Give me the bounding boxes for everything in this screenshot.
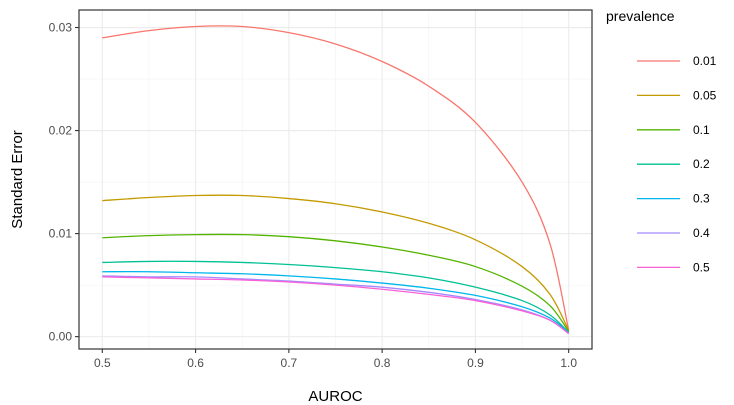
y-tick-label: 0.03 <box>49 21 73 35</box>
y-axis-title: Standard Error <box>9 130 26 228</box>
panel-border <box>78 9 593 350</box>
series-line-0.5 <box>102 276 570 335</box>
series-line-0.05 <box>102 194 570 331</box>
y-tick-label: 0.00 <box>49 330 73 344</box>
legend-title: prevalence <box>606 8 675 24</box>
y-tick-label: 0.02 <box>49 124 73 138</box>
x-tick-label: 0.6 <box>187 356 204 370</box>
legend-item: 0.5 <box>637 260 710 274</box>
x-tick-label: 0.7 <box>281 356 298 370</box>
x-tick-label: 0.5 <box>94 356 111 370</box>
legend-label: 0.05 <box>693 88 717 102</box>
legend-label: 0.1 <box>693 123 710 137</box>
grid <box>79 10 592 349</box>
legend-label: 0.4 <box>693 226 710 240</box>
legend-label: 0.3 <box>693 192 710 206</box>
series-line-0.3 <box>102 270 570 334</box>
legend-item: 0.01 <box>637 54 717 68</box>
legend-item: 0.1 <box>637 123 710 137</box>
legend-item: 0.4 <box>637 226 710 240</box>
legend-item: 0.05 <box>637 88 717 102</box>
legend-item: 0.3 <box>637 192 710 206</box>
series-line-0.01 <box>102 25 570 331</box>
series-line-0.1 <box>102 233 570 332</box>
series-line-0.4 <box>102 275 570 335</box>
series-lines <box>102 25 570 335</box>
legend-label: 0.2 <box>693 157 710 171</box>
legend-label: 0.5 <box>693 260 710 274</box>
x-tick-label: 0.9 <box>467 356 484 370</box>
x-axis-title: AUROC <box>308 388 362 405</box>
series-line-0.2 <box>102 260 570 333</box>
x-tick-label: 1.0 <box>560 356 577 370</box>
legend-item: 0.2 <box>637 157 710 171</box>
legend-label: 0.01 <box>693 54 717 68</box>
legend: 0.01 0.05 0.1 0.2 0.3 0.4 0.5 <box>637 54 717 274</box>
axes: 0.5 0.6 0.7 0.8 0.9 1.0 0.00 0.01 0.02 0.03 <box>49 21 578 370</box>
x-tick-label: 0.8 <box>374 356 391 370</box>
y-tick-label: 0.01 <box>49 227 73 241</box>
